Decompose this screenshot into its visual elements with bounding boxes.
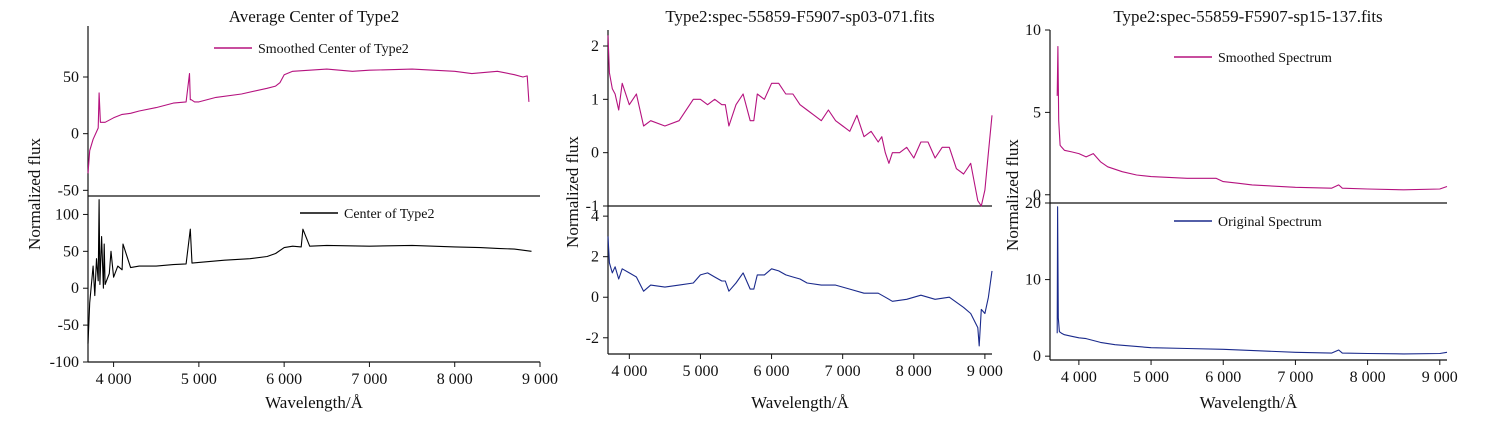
- y-tick-label: -50: [58, 182, 79, 199]
- legend-label: Original Spectrum: [1218, 215, 1322, 230]
- y-axis-label-2: Normalized flux: [563, 136, 582, 248]
- x-tick-label: 8 000: [1350, 369, 1386, 386]
- series-line-1-2: [87, 199, 532, 344]
- x-tick-label: 8 000: [896, 363, 932, 380]
- y-tick-label: 0: [71, 280, 79, 297]
- y-tick-label: 4: [591, 208, 599, 225]
- y-tick-label: 50: [63, 243, 79, 260]
- y-tick-label: -1: [586, 198, 599, 215]
- y-tick-label: 100: [55, 206, 79, 223]
- y-tick-label: 0: [591, 145, 599, 162]
- x-tick-label: 9 000: [1422, 369, 1458, 386]
- x-tick-label: 6 000: [754, 363, 790, 380]
- chart-title-1: Average Center of Type2: [229, 7, 399, 26]
- x-axis-label-3: Wavelength/Å: [1200, 393, 1298, 412]
- y-tick-label: 2: [591, 249, 599, 266]
- series-line-3-2: [1056, 206, 1448, 355]
- y-tick-label: 50: [63, 69, 79, 86]
- x-tick-label: 4 000: [96, 371, 132, 388]
- y-tick-label: -50: [58, 317, 79, 334]
- legend-label: Center of Type2: [344, 207, 435, 222]
- x-tick-label: 6 000: [1205, 369, 1241, 386]
- x-tick-label: 5 000: [181, 371, 217, 388]
- chart-title-2: Type2:spec-55859-F5907-sp03-071.fits: [665, 7, 934, 26]
- legend-label: Smoothed Spectrum: [1218, 51, 1332, 66]
- series-line-2-2: [607, 236, 993, 347]
- x-tick-label: 5 000: [1133, 369, 1169, 386]
- y-tick-label: -100: [50, 354, 79, 371]
- series-line-2-1: [607, 35, 993, 207]
- y-tick-label: 0: [591, 289, 599, 306]
- y-tick-label: 10: [1025, 22, 1041, 39]
- x-axis-label-2: Wavelength/Å: [751, 393, 849, 412]
- x-tick-label: 7 000: [825, 363, 861, 380]
- y-axis-label-1: Normalized flux: [25, 138, 44, 250]
- y-tick-label: 2: [591, 38, 599, 55]
- x-tick-label: 9 000: [967, 363, 1003, 380]
- y-tick-label: 0: [71, 126, 79, 143]
- x-tick-label: 4 000: [1061, 369, 1097, 386]
- y-tick-label: 0: [1033, 348, 1041, 365]
- y-tick-label: 10: [1025, 272, 1041, 289]
- legend-label: Smoothed Center of Type2: [258, 42, 409, 57]
- x-tick-label: 9 000: [522, 371, 558, 388]
- x-tick-label: 4 000: [611, 363, 647, 380]
- x-axis-label-1: Wavelength/Å: [265, 393, 363, 412]
- y-tick-label: 5: [1033, 104, 1041, 121]
- y-tick-label: 0: [1033, 187, 1041, 204]
- x-tick-label: 8 000: [437, 371, 473, 388]
- y-axis-label-3: Normalized flux: [1003, 139, 1022, 251]
- x-tick-label: 6 000: [266, 371, 302, 388]
- x-tick-label: 7 000: [351, 371, 387, 388]
- x-tick-label: 7 000: [1277, 369, 1313, 386]
- series-line-3-1: [1056, 45, 1448, 191]
- y-tick-label: -2: [586, 330, 599, 347]
- x-tick-label: 5 000: [682, 363, 718, 380]
- chart-title-3: Type2:spec-55859-F5907-sp15-137.fits: [1113, 7, 1382, 26]
- y-tick-label: 20: [1025, 195, 1041, 212]
- y-tick-label: 1: [591, 91, 599, 108]
- series-line-1-1: [87, 68, 530, 174]
